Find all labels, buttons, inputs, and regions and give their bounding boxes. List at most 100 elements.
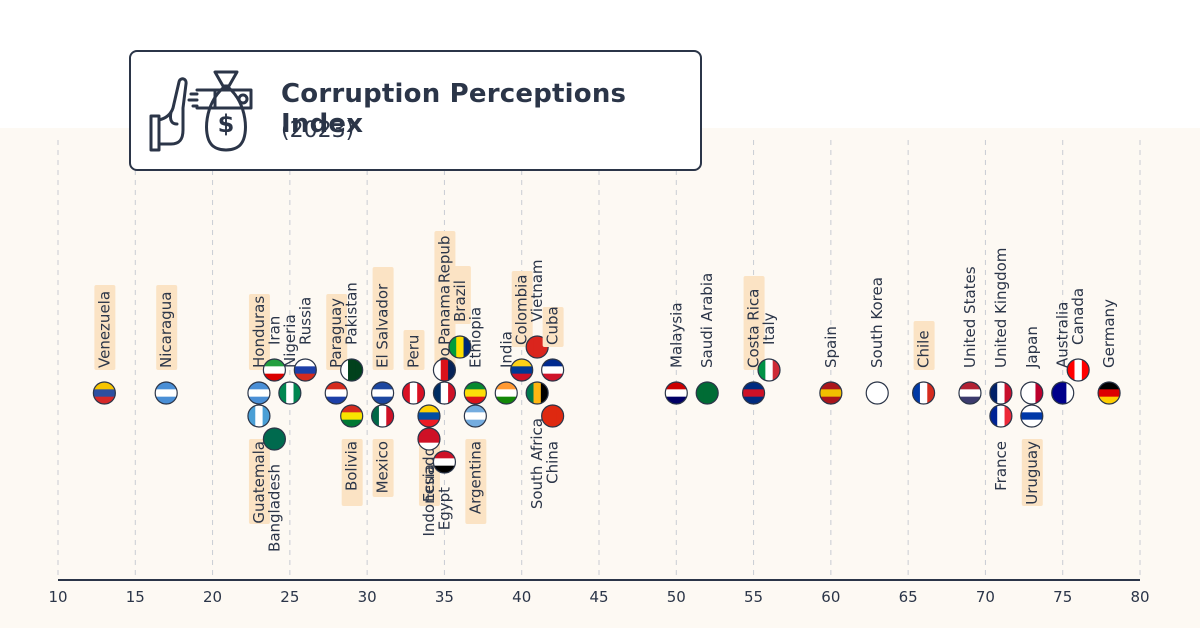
flag-marker-indonesia [417, 427, 441, 451]
flag-marker-cuba [541, 358, 565, 382]
country-label-text: South Korea [868, 277, 886, 368]
flag-marker-chile [911, 381, 936, 405]
country-label-russia: Russia [296, 297, 314, 345]
flag-marker-pakistan [340, 358, 364, 382]
country-label-text: Indonesia [420, 464, 438, 537]
flag-marker-france [989, 404, 1013, 428]
country-label-text: Colombia [513, 275, 531, 346]
flag-marker-united-states [958, 381, 982, 405]
country-label-india: India [497, 331, 515, 368]
country-label-el-salvador: El Salvador [372, 267, 394, 370]
flag-marker-honduras [247, 381, 271, 405]
country-label-text: Russia [296, 297, 314, 345]
country-label-text: Peru [405, 335, 423, 368]
flag-marker-dominican-republic [432, 381, 457, 405]
x-tick-label: 55 [744, 588, 763, 606]
x-tick-label: 65 [899, 588, 918, 606]
country-label-text: Uruguay [1023, 441, 1041, 505]
country-label-chile: Chile [913, 321, 935, 370]
flag-marker-brazil [448, 335, 472, 359]
flag-marker-panama [432, 358, 457, 382]
label-highlight [94, 285, 116, 370]
country-label-text: Honduras [250, 296, 268, 368]
country-label-text: Mexico [374, 441, 392, 493]
country-label-mexico: Mexico [372, 439, 394, 497]
country-label-text: Canada [1069, 288, 1087, 345]
country-label-guatemala: Guatemala [248, 439, 270, 524]
country-label-text: Venezuela [95, 291, 113, 368]
flag-marker-italy [757, 358, 781, 382]
label-highlight [1021, 439, 1043, 506]
flag-marker-australia [1051, 381, 1075, 405]
country-label-text: Brazil [451, 280, 469, 322]
country-label-germany: Germany [1100, 299, 1118, 368]
flag-marker-nigeria [278, 381, 302, 405]
flag-marker-ethiopia [463, 381, 487, 405]
country-label-nicaragua: Nicaragua [156, 285, 178, 370]
country-label-text: Nicaragua [157, 292, 175, 368]
country-label-text: Bolivia [343, 441, 361, 491]
flag-marker-south-africa [525, 381, 549, 405]
country-label-text: Cuba [544, 306, 562, 345]
country-label-text: Italy [760, 312, 778, 345]
label-highlight [465, 439, 487, 524]
x-tick-label: 70 [976, 588, 995, 606]
country-label-egypt: Egypt [435, 487, 453, 530]
flag-marker-uruguay [1020, 404, 1044, 428]
country-label-text: Argentina [466, 441, 484, 514]
country-label-text: Nigeria [281, 314, 299, 368]
country-label-bolivia: Bolivia [341, 439, 363, 506]
label-highlight [248, 294, 270, 370]
country-label-text: South Africa [528, 418, 546, 509]
flag-marker-mexico [371, 404, 395, 428]
country-label-text: Panama [435, 285, 453, 345]
country-label-text: Bangladesh [265, 464, 283, 552]
country-label-text: Pakistan [343, 282, 361, 345]
flag-marker-canada [1066, 358, 1090, 382]
country-label-south-africa: South Africa [528, 418, 546, 509]
country-label-united-states: United States [961, 266, 979, 368]
country-label-text: Ecuador [420, 440, 438, 502]
country-label-text: Japan [1023, 326, 1041, 369]
country-label-italy: Italy [760, 312, 778, 345]
x-tick-label: 20 [203, 588, 222, 606]
flag-marker-costa-rica [741, 381, 766, 405]
flag-marker-iran [262, 358, 286, 382]
country-label-text: Ethiopia [466, 307, 484, 368]
country-label-text: Paraguay [327, 298, 345, 368]
flag-marker-spain [819, 381, 843, 405]
flag-marker-el-salvador [371, 381, 395, 405]
country-label-text: France [992, 441, 1010, 491]
flag-marker-germany [1097, 381, 1121, 405]
country-label-cuba: Cuba [542, 306, 564, 347]
country-label-united-kingdom: United Kingdom [992, 248, 1010, 368]
country-label-text: Saudi Arabia [698, 273, 716, 368]
country-label-spain: Spain [822, 326, 840, 368]
country-label-south-korea: South Korea [868, 277, 886, 368]
title-card: $ Corruption Perceptions Index (2023) [129, 50, 702, 171]
flag-marker-bolivia [340, 404, 364, 428]
label-highlight [449, 266, 471, 324]
country-label-text: Malaysia [667, 302, 685, 368]
label-highlight [403, 330, 425, 370]
flag-marker-russia [293, 358, 317, 382]
flag-marker-south-korea [865, 381, 889, 405]
label-highlight [372, 267, 394, 370]
country-label-text: Australia [1054, 302, 1072, 368]
label-highlight [341, 439, 363, 506]
country-label-peru: Peru [403, 330, 425, 370]
country-label-text: Egypt [435, 487, 453, 530]
country-label-brazil: Brazil [449, 266, 471, 324]
label-highlight [511, 271, 533, 347]
country-label-bangladesh: Bangladesh [265, 464, 283, 552]
country-label-text: El Salvador [374, 283, 392, 368]
country-label-colombia: Colombia [511, 271, 533, 347]
flag-marker-guatemala [247, 404, 271, 428]
country-label-text: China [544, 441, 562, 484]
country-label-text: Costa Rica [745, 289, 763, 368]
flag-marker-venezuela [92, 381, 116, 405]
country-label-text: Guatemala [250, 441, 268, 524]
flag-marker-argentina [463, 404, 487, 428]
